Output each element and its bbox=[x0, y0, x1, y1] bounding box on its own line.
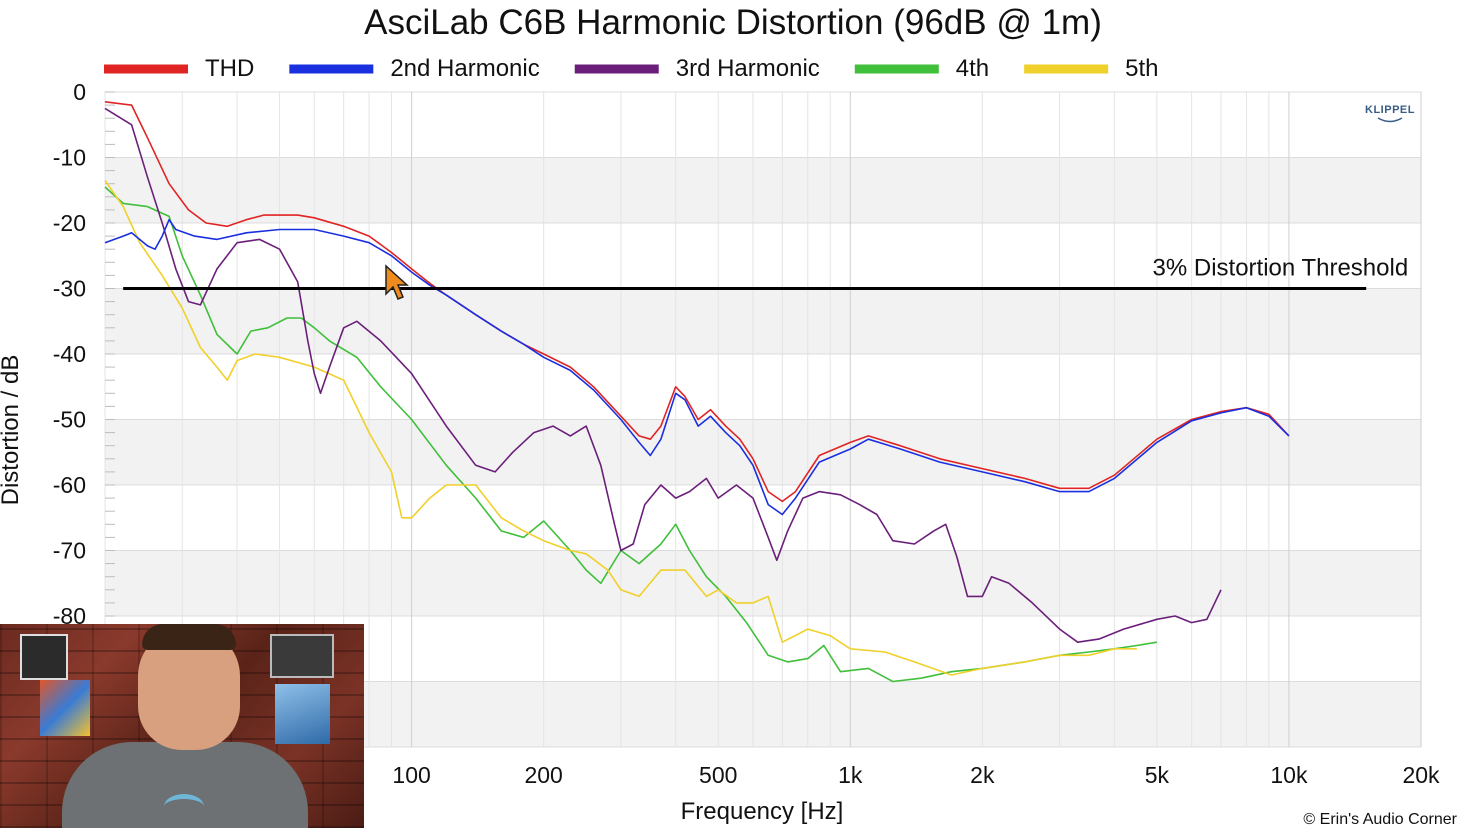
series-line-5th bbox=[104, 179, 1137, 676]
legend-label: 5th bbox=[1125, 55, 1158, 82]
wall-poster bbox=[20, 634, 68, 680]
shirt-logo bbox=[164, 794, 204, 819]
series-group bbox=[104, 101, 1290, 683]
x-tick-label: 500 bbox=[699, 762, 737, 788]
legend-label: 2nd Harmonic bbox=[390, 55, 539, 82]
x-tick-label: 20k bbox=[1402, 762, 1440, 788]
x-tick-label: 1k bbox=[838, 762, 863, 788]
klippel-logo-swoosh bbox=[1377, 117, 1403, 123]
wall-poster bbox=[40, 680, 90, 736]
wall-poster bbox=[270, 634, 334, 678]
webcam-overlay bbox=[0, 624, 364, 828]
series-line-4th bbox=[104, 186, 1158, 683]
legend: THD 2nd Harmonic 3rd Harmonic 4th 5th bbox=[104, 55, 1159, 82]
y-tick-label: -60 bbox=[53, 472, 86, 498]
grid-band bbox=[105, 157, 1421, 223]
grid-band bbox=[105, 419, 1421, 485]
x-tick-label: 2k bbox=[970, 762, 995, 788]
legend-label: 4th bbox=[956, 55, 989, 82]
y-tick-label: -10 bbox=[53, 145, 86, 171]
y-axis-title: Distortion / dB bbox=[0, 355, 24, 506]
y-tick-label: -50 bbox=[53, 407, 86, 433]
y-tick-label: -40 bbox=[53, 341, 86, 367]
chart-title: AsciLab C6B Harmonic Distortion (96dB @ … bbox=[364, 3, 1102, 42]
grid-band bbox=[105, 550, 1421, 616]
y-tick-label: -70 bbox=[53, 538, 86, 564]
y-tick-label: 0 bbox=[73, 79, 86, 105]
x-tick-label: 10k bbox=[1270, 762, 1308, 788]
series-line-2nd-harmonic bbox=[104, 218, 1290, 516]
series-line-thd bbox=[104, 101, 1290, 503]
x-tick-label: 5k bbox=[1145, 762, 1170, 788]
grid-bands bbox=[105, 157, 1421, 747]
y-axis-ticks: 0-10-20-30-40-50-60-70-80 bbox=[53, 79, 86, 629]
series-line-3rd-harmonic bbox=[104, 107, 1222, 643]
y-tick-label: -30 bbox=[53, 276, 86, 302]
mouse-cursor bbox=[385, 264, 409, 300]
x-axis-title: Frequency [Hz] bbox=[681, 798, 844, 825]
y-tick-label: -20 bbox=[53, 210, 86, 236]
wall-poster bbox=[275, 684, 330, 744]
legend-label: THD bbox=[205, 55, 254, 82]
grid-band bbox=[105, 288, 1421, 354]
legend-label: 3rd Harmonic bbox=[676, 55, 820, 82]
threshold-label: 3% Distortion Threshold bbox=[1153, 255, 1409, 282]
grid-lines bbox=[104, 91, 1422, 748]
x-axis-ticks: 100 200 500 1k 2k 5k 10k 20k bbox=[392, 762, 1440, 788]
klippel-logo: KLIPPEL bbox=[1365, 104, 1415, 116]
x-tick-label: 200 bbox=[524, 762, 562, 788]
copyright-text: © Erin's Audio Corner bbox=[1303, 811, 1457, 828]
x-tick-label: 100 bbox=[392, 762, 430, 788]
presenter-hair bbox=[142, 624, 236, 650]
